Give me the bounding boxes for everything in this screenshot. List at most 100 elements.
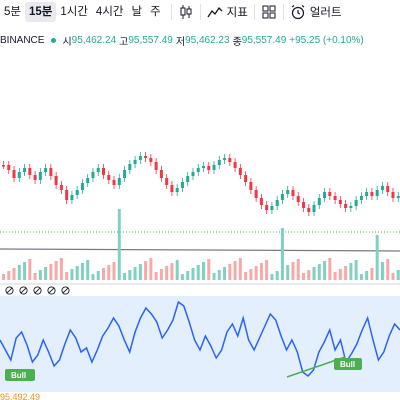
volume-bar: [212, 273, 216, 280]
timeframe-week[interactable]: 주: [150, 6, 161, 18]
candle-body: [175, 188, 179, 192]
candle-body: [107, 175, 111, 180]
candle-body: [396, 196, 400, 198]
candle-body: [254, 190, 258, 198]
candle-body: [265, 205, 269, 210]
timeframe-day[interactable]: 날: [131, 6, 143, 18]
volume-bar: [80, 263, 84, 280]
high-label: 고: [119, 36, 129, 48]
candle-body: [75, 190, 79, 195]
candle-type-icon[interactable]: [178, 2, 194, 22]
volume-bar: [138, 264, 142, 280]
remove-icon[interactable]: [47, 285, 56, 295]
candle-body: [7, 165, 11, 170]
candle-body: [191, 172, 195, 176]
close-value: 95,557.49: [241, 34, 287, 46]
volume-bar: [175, 260, 179, 280]
more-icon[interactable]: [61, 285, 70, 295]
volume-bar: [312, 267, 316, 280]
candle-body: [54, 176, 58, 185]
volume-bar: [70, 269, 74, 280]
timeframe-5m[interactable]: 5분: [4, 6, 21, 18]
source-icon[interactable]: [33, 285, 42, 295]
volume-bar: [191, 268, 195, 280]
candle-body: [23, 168, 27, 172]
svg-text:Bull: Bull: [11, 371, 26, 380]
candle-body: [291, 190, 295, 196]
candle-body: [375, 190, 379, 196]
candle-body: [86, 178, 90, 183]
volume-bar: [291, 262, 295, 280]
candle-body: [59, 185, 63, 190]
settings-icon[interactable]: [19, 285, 28, 295]
candle-body: [238, 168, 242, 175]
volume-bar: [223, 267, 227, 280]
oscillator-controls: [0, 284, 70, 296]
volume-bar: [33, 273, 37, 280]
volume-bar: [96, 271, 100, 280]
grid-layout-icon: [262, 5, 276, 19]
volume-bar: [112, 262, 116, 280]
candle-body: [228, 158, 232, 162]
volume-bar: [354, 260, 358, 280]
candle-body: [2, 165, 5, 167]
alert-button[interactable]: 얼러트: [290, 2, 342, 22]
volume-bar: [117, 209, 121, 280]
bull-label-left: Bull: [5, 369, 35, 381]
volume-bar: [249, 269, 253, 280]
volume-bar: [380, 262, 384, 280]
alarm-clock-icon: [291, 5, 305, 20]
volume-bar: [333, 272, 337, 280]
market-status-dot: [51, 37, 57, 43]
volume-bar: [49, 264, 53, 280]
volume-bar: [59, 258, 63, 280]
timeframe-15m[interactable]: 15분: [24, 2, 57, 22]
close-label: 종: [232, 36, 242, 48]
candle-body: [223, 158, 227, 160]
candle-body: [307, 208, 311, 212]
candle-body: [133, 160, 137, 164]
volume-bar: [2, 274, 5, 280]
volume-bar: [391, 273, 395, 280]
visibility-icon[interactable]: [5, 285, 14, 295]
volume-bar: [365, 271, 369, 280]
candle-body: [38, 172, 42, 180]
candle-body: [217, 160, 221, 165]
candle-body: [202, 166, 205, 168]
candle-body: [323, 192, 327, 198]
volume-bar: [275, 271, 279, 280]
oscillator-band: [0, 296, 400, 392]
volume-bar: [307, 270, 311, 280]
volume-bar: [154, 272, 158, 280]
candle-body: [328, 192, 332, 196]
indicators-label: 지표: [226, 7, 248, 19]
layout-button[interactable]: [261, 2, 277, 22]
volume-bar: [159, 269, 163, 280]
open-value: 95,462.24: [71, 34, 117, 46]
volume-bar: [133, 267, 137, 280]
candle-body: [333, 196, 337, 200]
candle-body: [196, 168, 200, 172]
indicators-icon: [207, 6, 223, 18]
volume-bar: [128, 270, 132, 280]
candle-body: [249, 182, 253, 190]
volume-bar: [302, 273, 305, 280]
candle-body: [159, 170, 163, 178]
indicators-button[interactable]: 지표: [207, 2, 248, 22]
volume-bar: [165, 266, 169, 280]
candle-body: [154, 162, 158, 170]
candle-body: [170, 185, 174, 192]
volume-bar: [12, 268, 16, 280]
volume-bar: [7, 271, 11, 280]
timeframe-1h[interactable]: 1시간: [60, 6, 88, 18]
candle-body: [349, 206, 353, 208]
candle-body: [344, 204, 348, 208]
candle-body: [49, 168, 53, 176]
candle-body: [28, 168, 32, 175]
candle-body: [365, 192, 369, 196]
volume-bar: [338, 269, 342, 280]
toolbar-divider: [170, 4, 172, 20]
candle-body: [96, 168, 100, 172]
timeframe-4h[interactable]: 4시간: [95, 6, 124, 18]
